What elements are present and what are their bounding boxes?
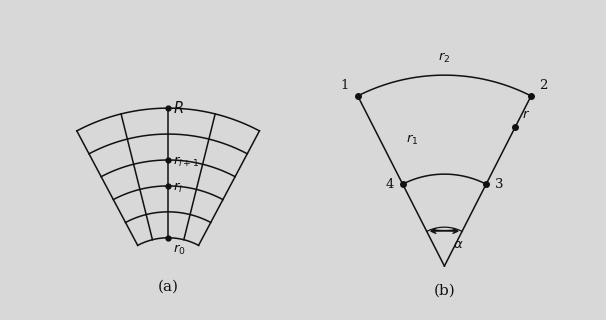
Text: (b): (b) (433, 284, 455, 298)
Text: $r_{i+1}$: $r_{i+1}$ (173, 155, 199, 169)
Text: $r_1$: $r_1$ (407, 132, 419, 147)
Text: $\alpha$: $\alpha$ (453, 238, 464, 251)
Text: $R$: $R$ (173, 100, 184, 116)
Text: 2: 2 (539, 79, 548, 92)
Text: 1: 1 (341, 79, 349, 92)
Text: $r_0$: $r_0$ (173, 243, 185, 257)
Text: 4: 4 (386, 178, 394, 191)
Text: 3: 3 (494, 178, 503, 191)
Text: (a): (a) (158, 280, 179, 294)
Text: $r_2$: $r_2$ (438, 51, 451, 65)
Text: $r_i$: $r_i$ (173, 181, 182, 195)
Text: $r$: $r$ (522, 108, 530, 121)
